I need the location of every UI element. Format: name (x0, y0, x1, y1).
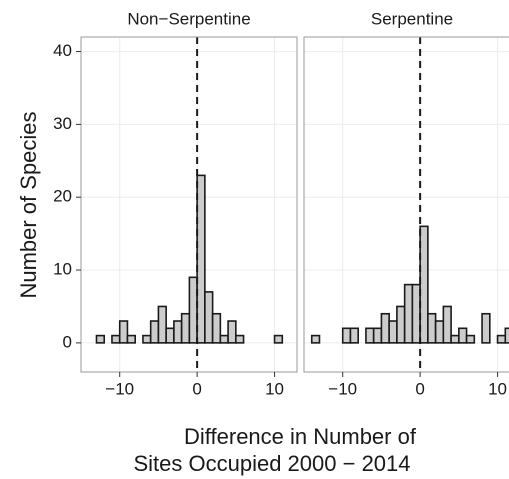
histogram-bar (196, 174, 206, 344)
x-tick-label: 10 (488, 379, 507, 398)
histogram-bar (419, 225, 429, 344)
histogram-bar (465, 334, 476, 344)
y-tick-label: 40 (53, 41, 72, 60)
histogram-bar (458, 327, 468, 344)
histogram-bar (173, 320, 183, 344)
histogram-bar (372, 327, 383, 344)
histogram-bar (349, 327, 359, 344)
y-axis-title: Number of Species (16, 111, 41, 298)
x-tick-label: −10 (105, 379, 134, 398)
panel-border (80, 36, 298, 373)
histogram-bar (95, 334, 106, 344)
y-tick-label: 10 (53, 260, 72, 279)
y-tick-label: 20 (53, 187, 72, 206)
histogram-bar (496, 334, 507, 344)
y-tick-label: 30 (53, 114, 72, 133)
histogram-bar (388, 320, 398, 344)
histogram-bar (310, 334, 321, 344)
histogram-bar (227, 320, 237, 344)
x-axis-title: Sites Occupied 2000 − 2014 (133, 451, 410, 476)
y-tick-label: 0 (63, 332, 72, 351)
histogram-bar (481, 312, 491, 344)
facet-title: Serpentine (371, 9, 453, 28)
histogram-bar (365, 327, 375, 344)
histogram-bar (450, 334, 460, 344)
histogram-bar (142, 334, 152, 344)
histogram-bar (442, 305, 452, 344)
histogram-bar (157, 305, 167, 344)
histogram-bar (403, 283, 414, 344)
histogram-bar (427, 312, 437, 344)
histogram-bar (126, 334, 136, 344)
histogram-bar (204, 291, 214, 344)
panel-border (303, 36, 509, 373)
histogram-bar (273, 334, 284, 344)
x-tick-label: 10 (265, 379, 284, 398)
histogram-bar (411, 283, 421, 344)
histogram-bar (219, 334, 229, 344)
x-tick-label: −10 (328, 379, 357, 398)
histogram-bar (504, 327, 509, 344)
histogram-bar (434, 320, 445, 344)
histogram-bar (341, 327, 352, 344)
plot-area: Non−Serpentine −10 0 10 0 10 20 30 40 Serpentine −… (53, 9, 509, 398)
histogram-bar (180, 312, 191, 344)
facet-title: Non−Serpentine (127, 9, 250, 28)
histogram-bar (396, 305, 406, 344)
histogram-bar (188, 276, 198, 344)
x-tick-label: 0 (192, 379, 201, 398)
x-tick-label: 0 (415, 379, 424, 398)
histogram-bar (211, 312, 222, 344)
histogram-bar (111, 334, 121, 344)
histogram-bar (235, 334, 245, 344)
histogram-bar (149, 320, 160, 344)
histogram-bar (380, 312, 390, 344)
histogram-bar (118, 320, 129, 344)
histogram-bar (165, 327, 175, 344)
x-axis-title: Difference in Number of (184, 424, 417, 449)
